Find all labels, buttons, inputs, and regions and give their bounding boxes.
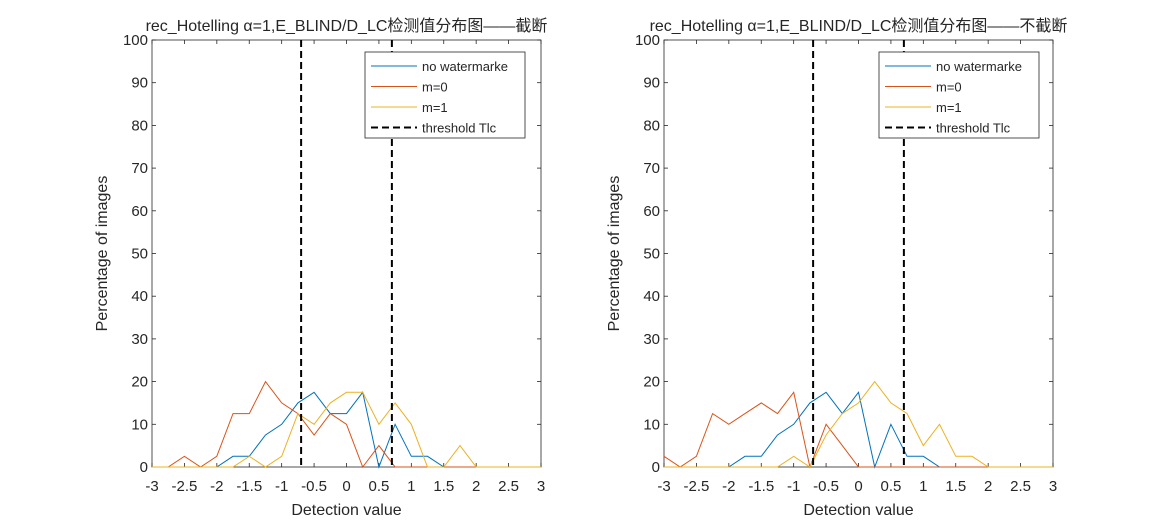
x-tick-label: -3 xyxy=(657,478,670,495)
x-tick-label: -3 xyxy=(145,478,158,495)
y-tick-label: 10 xyxy=(643,416,660,433)
legend-label: no watermarke xyxy=(936,59,1022,74)
x-tick-label: -2 xyxy=(210,478,223,495)
x-tick-label: 3 xyxy=(1049,478,1057,495)
legend-label: threshold Tlc xyxy=(422,121,497,136)
y-tick-label: 50 xyxy=(131,246,148,263)
series-line-3 xyxy=(664,380,1053,468)
legend: no watermarke m=0 m=1 threshold Tlc xyxy=(364,51,526,139)
y-tick-label: 40 xyxy=(131,288,148,305)
y-tick-label: 70 xyxy=(643,160,660,177)
legend-label: m=0 xyxy=(936,80,962,95)
x-axis-label: Detection value xyxy=(291,502,401,519)
y-tick-label: 10 xyxy=(131,416,148,433)
x-tick-label: -2 xyxy=(722,478,735,495)
x-tick-label: 2.5 xyxy=(498,478,519,495)
x-tick-label: 0.5 xyxy=(880,478,901,495)
y-tick-label: 40 xyxy=(643,288,660,305)
series-line-3 xyxy=(152,391,541,468)
legend-label: m=1 xyxy=(936,100,962,115)
x-tick-label: 0 xyxy=(854,478,862,495)
x-tick-label: 1 xyxy=(919,478,927,495)
x-tick-label: -2.5 xyxy=(171,478,197,495)
chart-title: rec_Hotelling α=1,E_BLIND/D_LC检测值分布图——不截… xyxy=(650,17,1068,35)
x-tick-label: 2 xyxy=(472,478,480,495)
x-tick-label: 2 xyxy=(984,478,992,495)
x-tick-label: 2.5 xyxy=(1010,478,1031,495)
y-tick-label: 80 xyxy=(643,117,660,134)
chart-panel-2: -3 -2.5 -2 -1.5 -1 -0.5 0 0.5 1 1.5 2 2.5 3010203040… xyxy=(606,17,1067,519)
x-tick-label: 1.5 xyxy=(433,478,454,495)
y-tick-label: 50 xyxy=(643,246,660,263)
y-tick-label: 60 xyxy=(643,203,660,220)
legend: no watermarke m=0 m=1 threshold Tlc xyxy=(878,51,1040,139)
legend-label: m=0 xyxy=(422,80,448,95)
y-axis-label: Percentage of images xyxy=(606,176,623,332)
x-tick-label: 1 xyxy=(407,478,415,495)
y-tick-label: 30 xyxy=(131,331,148,348)
y-tick-label: 20 xyxy=(131,374,148,391)
x-tick-label: -0.5 xyxy=(301,478,327,495)
legend-label: m=1 xyxy=(422,100,448,115)
y-tick-label: 70 xyxy=(131,160,148,177)
legend-label: no watermarke xyxy=(422,59,508,74)
y-tick-label: 30 xyxy=(643,331,660,348)
y-axis-label: Percentage of images xyxy=(94,176,111,332)
x-tick-label: -1 xyxy=(787,478,800,495)
y-tick-label: 100 xyxy=(123,32,148,49)
y-tick-label: 60 xyxy=(131,203,148,220)
y-tick-label: 0 xyxy=(140,459,148,476)
y-tick-label: 80 xyxy=(131,117,148,134)
x-tick-label: -2.5 xyxy=(683,478,709,495)
x-tick-label: 1.5 xyxy=(945,478,966,495)
chart-title: rec_Hotelling α=1,E_BLIND/D_LC检测值分布图——截断 xyxy=(146,17,548,35)
x-tick-label: -1.5 xyxy=(236,478,262,495)
x-tick-label: 0.5 xyxy=(368,478,389,495)
x-axis-label: Detection value xyxy=(803,502,913,519)
y-tick-label: 0 xyxy=(652,459,660,476)
x-tick-label: 0 xyxy=(342,478,350,495)
legend-label: threshold Tlc xyxy=(936,121,1011,136)
y-tick-label: 90 xyxy=(131,75,148,92)
x-tick-label: -1.5 xyxy=(748,478,774,495)
y-tick-label: 90 xyxy=(643,75,660,92)
chart-panel-1: -3 -2.5 -2 -1.5 -1 -0.5 0 0.5 1 1.5 2 2.5 3010203040… xyxy=(94,17,547,519)
x-tick-label: 3 xyxy=(537,478,545,495)
x-tick-label: -1 xyxy=(275,478,288,495)
x-tick-label: -0.5 xyxy=(813,478,839,495)
y-tick-label: 20 xyxy=(643,374,660,391)
y-tick-label: 100 xyxy=(635,32,660,49)
